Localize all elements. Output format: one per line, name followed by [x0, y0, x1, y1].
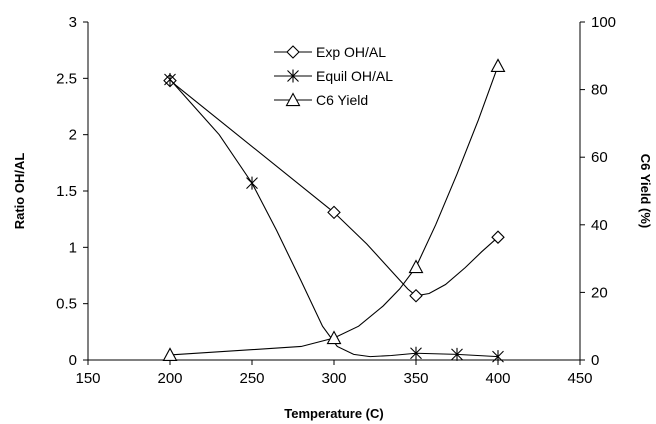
data-point-c6-yield: [162, 347, 178, 362]
legend-marker-exp-oh-al-shape: [286, 45, 300, 59]
legend-label: C6 Yield: [316, 92, 368, 108]
x-tick-label: 400: [485, 370, 510, 387]
y2-tick-label: 0: [591, 352, 599, 369]
axes: 150 200 250 300 350 400 45000.511.522.53020406…: [56, 14, 616, 387]
legend-marker-exp-oh-al: [286, 45, 300, 59]
x-tick-label: 300: [321, 370, 346, 387]
data-point-c6-yield: [490, 58, 506, 73]
data-point-exp-oh-al: [409, 289, 423, 303]
data-point-exp-oh-al: [491, 230, 505, 244]
series-equil-oh-al: [164, 72, 504, 364]
data-point-equil-oh-al: [410, 346, 422, 360]
y2-tick-label: 100: [591, 14, 616, 31]
data-point-c6-yield-shape: [162, 347, 178, 362]
y-axis-title: Ratio OH/AL: [12, 153, 27, 230]
x-tick-label: 250: [239, 370, 264, 387]
data-point-c6-yield: [408, 259, 424, 274]
legend-item-c6-yield: C6 Yield: [274, 92, 368, 108]
y-tick-label: 0.5: [56, 296, 77, 313]
y2-tick-label: 80: [591, 82, 608, 99]
y2-tick-label: 60: [591, 149, 608, 166]
y2-tick-label: 40: [591, 217, 608, 234]
y2-axis-title: C6 Yield (%): [638, 154, 653, 228]
y-tick-label: 3: [69, 14, 77, 31]
legend-label: Equil OH/AL: [316, 68, 393, 84]
data-point-equil-oh-al: [164, 72, 176, 86]
series-line-c6-yield: [169, 65, 499, 356]
legend-item-exp-oh-al: Exp OH/AL: [274, 44, 386, 60]
x-tick-label: 450: [567, 370, 592, 387]
data-point-exp-oh-al-shape: [409, 289, 423, 303]
data-point-equil-oh-al: [451, 347, 463, 361]
series-exp-oh-al: [163, 73, 505, 303]
series-c6-yield: [162, 58, 506, 362]
data-point-c6-yield: [326, 330, 342, 345]
data-point-exp-oh-al: [327, 205, 341, 220]
x-tick-label: 200: [157, 370, 182, 387]
y-tick-label: 1: [69, 239, 77, 256]
legend-item-equil-oh-al: Equil OH/AL: [274, 68, 393, 84]
data-point-equil-oh-al: [246, 176, 258, 190]
data-point-exp-oh-al-shape: [327, 205, 341, 220]
x-tick-label: 150: [75, 370, 100, 387]
legend-marker-c6-yield: [285, 92, 301, 107]
data-point-c6-yield-shape: [326, 330, 342, 345]
legend-marker-c6-yield-shape: [285, 92, 301, 107]
series-layer: [162, 58, 506, 364]
y2-tick-label: 20: [591, 284, 608, 301]
data-point-equil-oh-al: [492, 350, 504, 364]
y-tick-label: 1.5: [56, 183, 77, 200]
x-tick-label: 350: [403, 370, 428, 387]
legend-label: Exp OH/AL: [316, 44, 386, 60]
data-point-c6-yield-shape: [408, 259, 424, 274]
series-line-exp-oh-al: [169, 80, 499, 297]
x-axis-title: Temperature (C): [284, 406, 383, 421]
data-point-c6-yield-shape: [490, 58, 506, 73]
y-tick-label: 2: [69, 127, 77, 144]
data-point-exp-oh-al-shape: [491, 230, 505, 244]
legend-marker-equil-oh-al: [287, 69, 299, 83]
y-tick-label: 2.5: [56, 70, 77, 87]
legend: Exp OH/AL Equil OH/AL C6 Yield: [274, 44, 393, 108]
y-tick-label: 0: [69, 352, 77, 369]
